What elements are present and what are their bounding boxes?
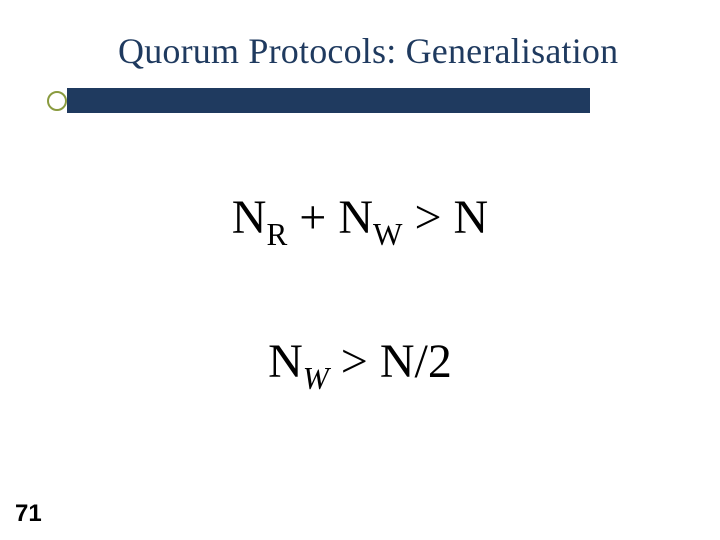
formula1-sub1: R	[266, 217, 287, 252]
formula1-p1: N	[232, 191, 267, 244]
formula-write-quorum: NW > N/2	[0, 334, 720, 396]
formula1-p2: + N	[287, 191, 373, 244]
bullet-icon	[47, 91, 67, 111]
formula-read-write-quorum: NR + NW > N	[0, 190, 720, 252]
formula2-p1: N	[268, 335, 303, 388]
page-title: Quorum Protocols: Generalisation	[118, 30, 618, 72]
formula1-p3: > N	[402, 191, 488, 244]
title-underline	[67, 88, 590, 113]
slide: Quorum Protocols: Generalisation NR + NW…	[0, 0, 720, 540]
formula2-p2: > N/2	[329, 335, 452, 388]
page-number: 71	[15, 500, 42, 528]
formula1-sub2: W	[373, 217, 402, 252]
formula2-sub1: W	[303, 361, 329, 396]
